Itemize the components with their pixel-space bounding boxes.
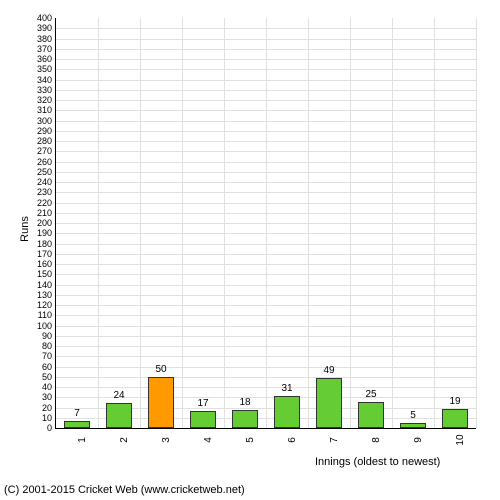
y-tick-label: 300: [37, 116, 56, 126]
bar: [106, 403, 132, 428]
x-tick-label: 4: [203, 437, 214, 443]
x-tick-label: 8: [371, 437, 382, 443]
x-tick-label: 5: [245, 437, 256, 443]
y-tick-label: 170: [37, 249, 56, 259]
y-tick-label: 150: [37, 269, 56, 279]
y-tick-label: 180: [37, 239, 56, 249]
bar-value-label: 50: [155, 364, 166, 375]
bar: [190, 411, 216, 428]
gridline-v: [98, 18, 99, 428]
y-tick-label: 40: [42, 382, 56, 392]
y-tick-label: 110: [38, 310, 56, 320]
gridline-v: [308, 18, 309, 428]
bar-value-label: 18: [239, 397, 250, 408]
y-tick-label: 20: [42, 403, 56, 413]
bar-value-label: 31: [281, 383, 292, 394]
y-tick-label: 130: [37, 290, 56, 300]
x-tick-label: 1: [77, 437, 88, 443]
y-tick-label: 100: [37, 321, 56, 331]
y-tick-label: 200: [37, 218, 56, 228]
y-tick-label: 340: [37, 75, 56, 85]
y-tick-label: 400: [37, 13, 56, 23]
y-tick-label: 240: [37, 177, 56, 187]
y-tick-label: 80: [42, 341, 56, 351]
y-tick-label: 330: [37, 85, 56, 95]
y-tick-label: 230: [37, 187, 56, 197]
y-tick-label: 50: [42, 372, 56, 382]
y-tick-label: 380: [37, 34, 56, 44]
bar-value-label: 49: [323, 365, 334, 376]
y-tick-label: 370: [37, 44, 56, 54]
bar-value-label: 17: [197, 398, 208, 409]
y-tick-label: 140: [37, 280, 56, 290]
bar: [64, 421, 90, 428]
gridline-v: [266, 18, 267, 428]
y-tick-label: 310: [37, 105, 56, 115]
y-tick-label: 60: [42, 362, 56, 372]
bar: [400, 423, 426, 428]
y-tick-label: 120: [37, 300, 56, 310]
gridline-v: [392, 18, 393, 428]
bar: [316, 378, 342, 428]
y-tick-label: 280: [37, 136, 56, 146]
x-tick-label: 2: [119, 437, 130, 443]
y-tick-label: 90: [42, 331, 56, 341]
bar: [442, 409, 468, 428]
bar-value-label: 19: [449, 396, 460, 407]
x-tick-label: 3: [161, 437, 172, 443]
chart-container: 0102030405060708090100110120130140150160…: [0, 0, 500, 500]
gridline-v: [350, 18, 351, 428]
bar: [232, 410, 258, 428]
bar-value-label: 24: [113, 390, 124, 401]
gridline-v: [182, 18, 183, 428]
x-axis-title: Innings (oldest to newest): [315, 456, 440, 468]
y-tick-label: 30: [42, 392, 56, 402]
bar: [148, 377, 174, 428]
y-tick-label: 70: [42, 351, 56, 361]
y-tick-label: 350: [37, 64, 56, 74]
y-tick-label: 260: [37, 157, 56, 167]
y-tick-label: 210: [37, 208, 56, 218]
gridline-v: [224, 18, 225, 428]
footer-copyright: (C) 2001-2015 Cricket Web (www.cricketwe…: [4, 484, 245, 496]
y-tick-label: 390: [37, 23, 56, 33]
y-tick-label: 290: [37, 126, 56, 136]
plot-area: 0102030405060708090100110120130140150160…: [55, 18, 476, 429]
y-axis-title: Runs: [19, 216, 31, 242]
y-tick-label: 220: [37, 198, 56, 208]
x-tick-label: 7: [329, 437, 340, 443]
y-tick-label: 250: [37, 167, 56, 177]
gridline-v: [140, 18, 141, 428]
y-tick-label: 10: [42, 413, 56, 423]
y-tick-label: 360: [37, 54, 56, 64]
gridline-v: [434, 18, 435, 428]
bar-value-label: 5: [410, 410, 416, 421]
y-tick-label: 270: [37, 146, 56, 156]
y-tick-label: 160: [37, 259, 56, 269]
x-tick-label: 10: [455, 434, 466, 445]
y-tick-label: 0: [47, 423, 56, 433]
x-tick-label: 9: [413, 437, 424, 443]
bar: [358, 402, 384, 428]
bar-value-label: 25: [365, 389, 376, 400]
y-tick-label: 190: [37, 228, 56, 238]
bar: [274, 396, 300, 428]
x-tick-label: 6: [287, 437, 298, 443]
gridline-v: [476, 18, 477, 428]
y-tick-label: 320: [37, 95, 56, 105]
bar-value-label: 7: [74, 408, 80, 419]
